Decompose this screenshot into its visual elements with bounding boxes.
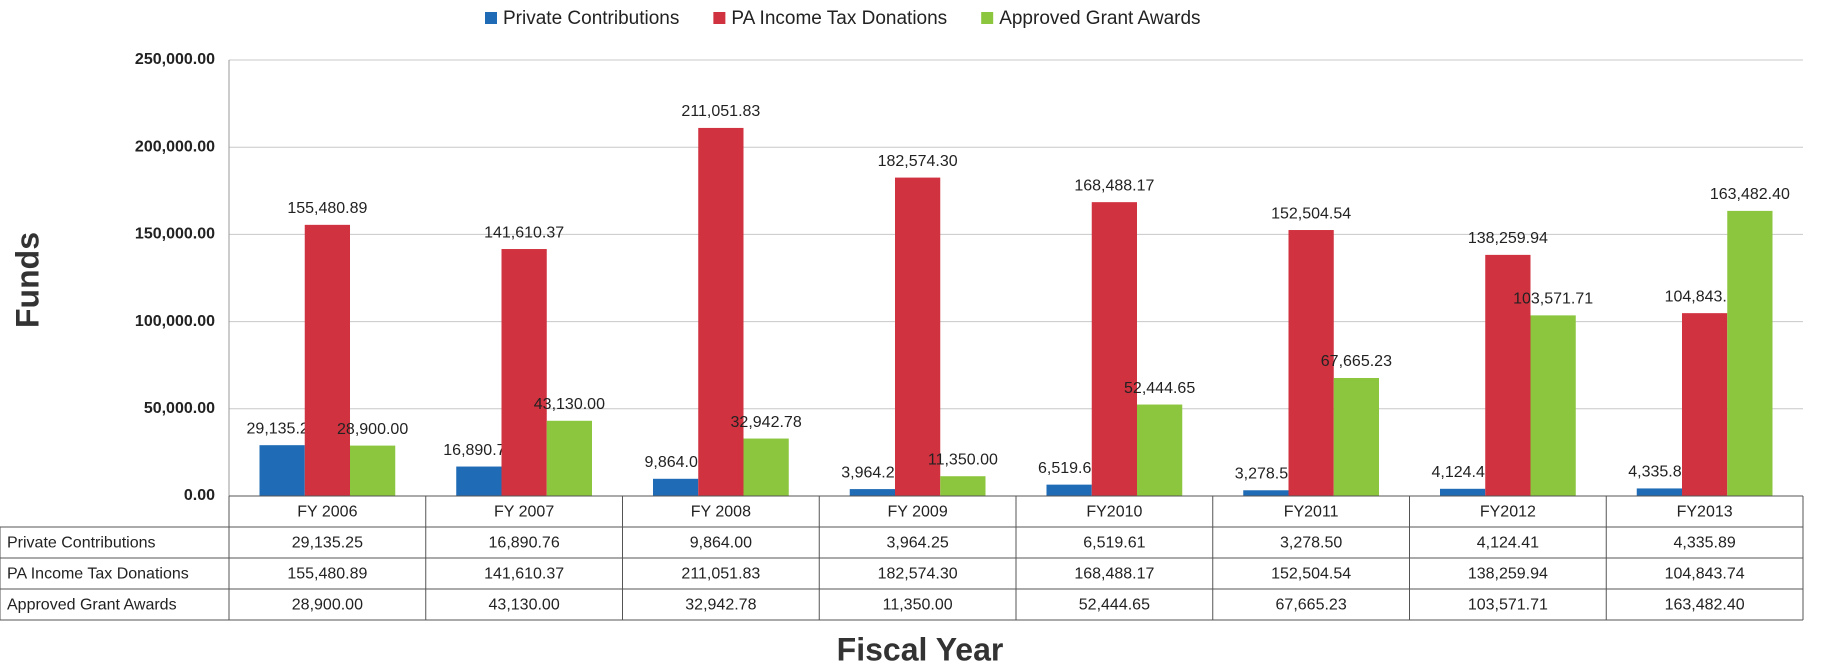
bar [1485, 254, 1531, 496]
x-tick-label: FY 2007 [494, 504, 554, 521]
y-tick-label: 150,000.00 [135, 226, 215, 243]
bar [456, 466, 502, 496]
table-cell: 138,259.94 [1468, 566, 1548, 583]
bar [1681, 313, 1728, 496]
table-cell: 32,942.78 [685, 597, 756, 614]
bar [652, 478, 699, 496]
bar [743, 438, 789, 496]
table-cell: 67,665.23 [1276, 597, 1347, 614]
data-label: 182,574.30 [878, 153, 958, 170]
y-tick-label: 50,000.00 [144, 400, 215, 417]
x-tick-label: FY 2008 [691, 504, 751, 521]
table-cell: 168,488.17 [1074, 566, 1154, 583]
bar [259, 445, 305, 496]
table-row-label: Approved Grant Awards [7, 597, 177, 614]
bar [304, 224, 351, 497]
data-label: 4,335.89 [1628, 464, 1690, 481]
table-cell: 4,335.89 [1673, 535, 1735, 552]
table-row-label: PA Income Tax Donations [7, 566, 189, 583]
x-axis-title: Fiscal Year [837, 631, 1004, 667]
bar [1091, 202, 1138, 497]
table-cell: 3,964.25 [886, 535, 948, 552]
data-label: 28,900.00 [337, 421, 408, 438]
table-cell: 16,890.76 [489, 535, 560, 552]
table-cell: 52,444.65 [1079, 597, 1150, 614]
data-label: 43,130.00 [534, 396, 605, 413]
legend-swatch [485, 12, 497, 24]
x-tick-label: FY2013 [1677, 504, 1733, 521]
bar [1530, 315, 1576, 496]
bar [350, 445, 396, 496]
bar [698, 127, 744, 497]
table-cell: 4,124.41 [1477, 535, 1539, 552]
legend-label: PA Income Tax Donations [731, 8, 947, 29]
data-label: 6,519.61 [1038, 460, 1100, 477]
data-label: 168,488.17 [1074, 177, 1154, 194]
bar [1727, 210, 1773, 496]
data-label: 32,942.78 [731, 414, 802, 431]
bar [1333, 377, 1380, 496]
bar [1439, 488, 1486, 496]
table-cell: 104,843.74 [1665, 566, 1745, 583]
data-label: 4,124.41 [1431, 464, 1493, 481]
table-cell: 182,574.30 [878, 566, 958, 583]
table-cell: 211,051.83 [681, 566, 760, 583]
data-label: 29,135.25 [247, 420, 318, 437]
x-tick-label: FY2012 [1480, 504, 1536, 521]
legend-swatch [713, 12, 726, 24]
bar [1636, 488, 1682, 496]
data-label: 211,051.83 [681, 103, 760, 120]
table-cell: 163,482.40 [1665, 597, 1745, 614]
bar [1046, 484, 1092, 496]
legend-swatch [981, 12, 994, 24]
data-label: 16,890.76 [443, 442, 514, 459]
data-label: 155,480.89 [287, 200, 367, 217]
data-label: 52,444.65 [1124, 380, 1195, 397]
x-tick-label: FY 2009 [888, 504, 948, 521]
table-cell: 6,519.61 [1083, 535, 1145, 552]
data-label: 3,964.25 [841, 464, 903, 481]
bar [940, 476, 986, 496]
y-tick-label: 250,000.00 [135, 51, 215, 68]
data-label: 9,864.00 [644, 454, 706, 471]
data-label: 67,665.23 [1321, 353, 1392, 370]
table-cell: 11,350.00 [883, 597, 953, 614]
data-label: 163,482.40 [1710, 186, 1790, 203]
y-tick-label: 100,000.00 [135, 313, 215, 330]
legend-label: Approved Grant Awards [999, 8, 1200, 29]
y-axis-title: Funds [9, 232, 45, 328]
x-tick-label: FY2010 [1086, 504, 1142, 521]
table-cell: 43,130.00 [489, 597, 560, 614]
y-tick-label: 200,000.00 [135, 138, 215, 155]
table-cell: 3,278.50 [1280, 535, 1342, 552]
bar [1137, 404, 1183, 496]
bar [1243, 490, 1289, 496]
data-label: 138,259.94 [1468, 230, 1548, 247]
table-cell: 155,480.89 [287, 566, 367, 583]
data-label: 103,571.71 [1513, 291, 1593, 308]
bar [546, 420, 593, 496]
table-cell: 9,864.00 [690, 535, 752, 552]
table-row-label: Private Contributions [7, 535, 156, 552]
data-label: 141,610.37 [484, 224, 564, 241]
table-cell: 152,504.54 [1271, 566, 1351, 583]
data-label: 104,843.74 [1665, 288, 1745, 305]
data-label: 152,504.54 [1271, 205, 1351, 222]
bar [1288, 230, 1334, 496]
x-tick-label: FY 2006 [297, 504, 357, 521]
table-cell: 29,135.25 [292, 535, 363, 552]
data-label: 11,350.00 [928, 451, 998, 468]
bar [501, 249, 547, 496]
table-cell: 103,571.71 [1468, 597, 1548, 614]
x-tick-label: FY2011 [1284, 504, 1339, 521]
y-tick-label: 0.00 [184, 487, 215, 504]
bar [849, 489, 895, 496]
table-cell: 141,610.37 [484, 566, 564, 583]
bar [894, 177, 941, 496]
legend-label: Private Contributions [503, 8, 679, 29]
table-cell: 28,900.00 [292, 597, 363, 614]
data-label: 3,278.50 [1235, 466, 1297, 483]
